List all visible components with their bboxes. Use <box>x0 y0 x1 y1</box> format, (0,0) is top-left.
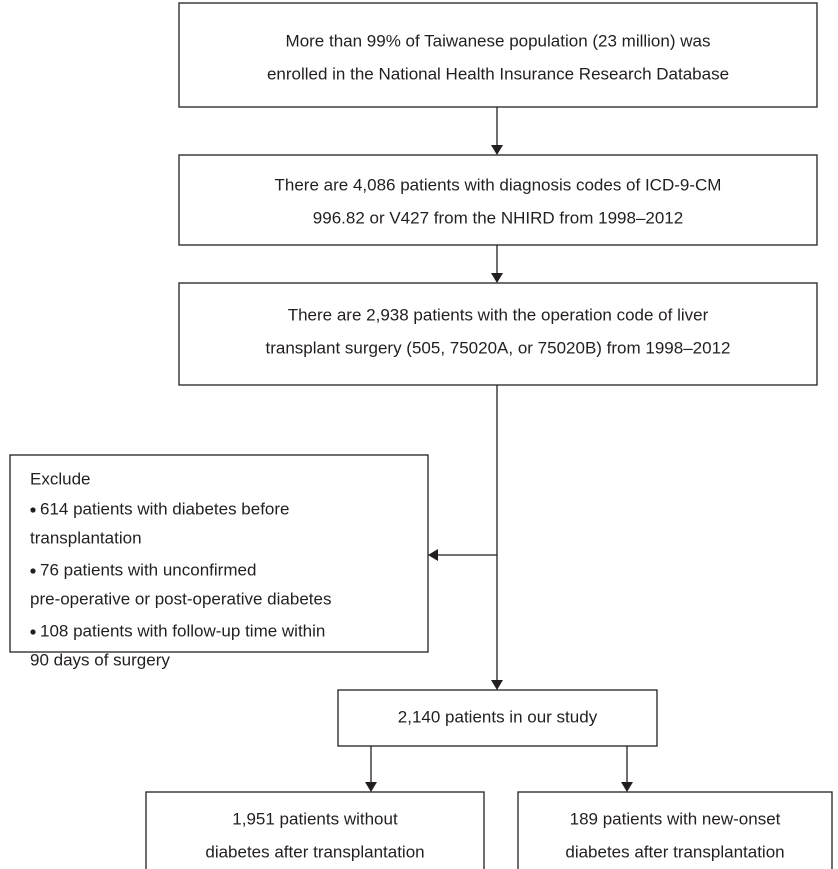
bullet <box>30 568 36 574</box>
exclude-text: 614 patients with diabetes before <box>40 499 290 518</box>
exclude-text: pre-operative or post-operative diabetes <box>30 589 331 608</box>
box <box>145 791 485 869</box>
exclude-text: transplantation <box>30 528 142 547</box>
node-text: transplant surgery (505, 75020A, or 7502… <box>266 338 731 357</box>
exclude-text: 108 patients with follow-up time within <box>40 621 325 640</box>
box <box>337 689 658 747</box>
node-text: diabetes after transplantation <box>205 842 424 861</box>
box <box>178 2 818 108</box>
arrowhead <box>621 782 633 792</box>
exclude-text: 90 days of surgery <box>30 650 170 669</box>
bullet <box>30 507 36 513</box>
node-text: diabetes after transplantation <box>565 842 784 861</box>
exclude-text: 76 patients with unconfirmed <box>40 560 256 579</box>
bullet <box>30 629 36 635</box>
arrowhead <box>428 549 438 561</box>
node-text: 996.82 or V427 from the NHIRD from 1998–… <box>313 208 683 227</box>
arrowhead <box>491 680 503 690</box>
exclude-box <box>9 454 429 653</box>
box <box>517 791 833 869</box>
node-text: 1,951 patients without <box>232 809 398 828</box>
box <box>178 282 818 386</box>
node-text: There are 2,938 patients with the operat… <box>288 305 709 324</box>
node-text: enrolled in the National Health Insuranc… <box>267 64 729 83</box>
exclude-title: Exclude <box>30 469 90 488</box>
arrowhead <box>491 145 503 155</box>
node-text: 189 patients with new-onset <box>570 809 781 828</box>
node-text: More than 99% of Taiwanese population (2… <box>286 31 711 50</box>
node-text: 2,140 patients in our study <box>398 707 598 726</box>
arrowhead <box>491 273 503 283</box>
arrowhead <box>365 782 377 792</box>
node-text: There are 4,086 patients with diagnosis … <box>275 175 722 194</box>
box <box>178 154 818 246</box>
